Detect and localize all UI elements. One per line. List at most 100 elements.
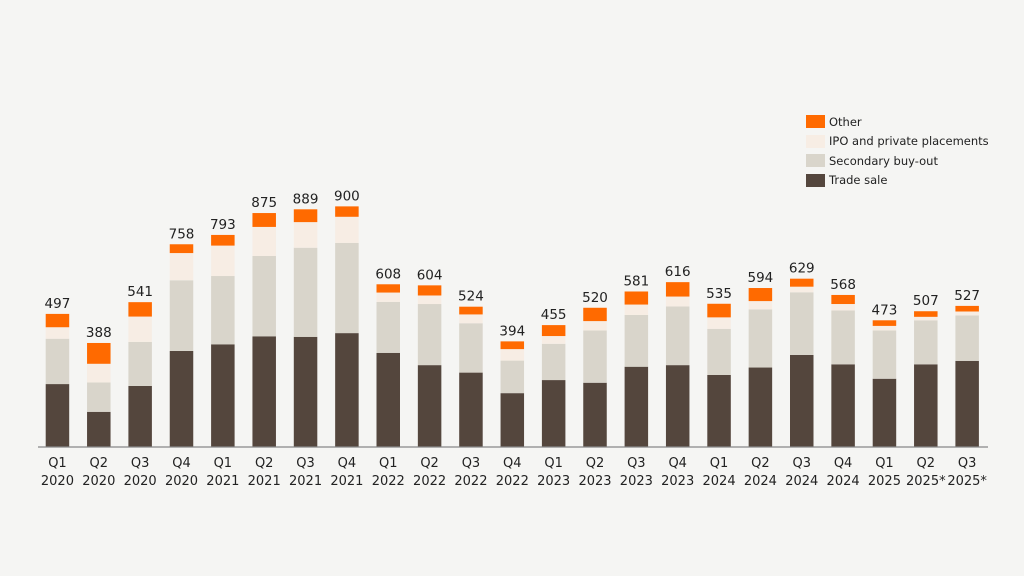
bar-segment-ipo-and-private-placements <box>624 304 649 315</box>
bar-segment-secondary-buy-out <box>459 323 483 373</box>
x-tick-label-quarter: Q4 <box>668 456 687 471</box>
data-label: 581 <box>623 273 649 289</box>
x-tick-label-year: 2021 <box>330 474 363 489</box>
bar-segment-other <box>417 285 442 296</box>
x-tick-label-year: 2022 <box>454 474 487 489</box>
bar-segment-trade-sale <box>459 372 483 447</box>
bar-segment-trade-sale <box>376 352 400 447</box>
bar-segment-secondary-buy-out <box>293 247 318 337</box>
bar-segment-trade-sale <box>128 385 152 447</box>
legend-label: Other <box>829 114 862 129</box>
bar-segment-ipo-and-private-placements <box>955 311 979 316</box>
bar-segment-secondary-buy-out <box>541 343 566 381</box>
x-tick-label-year: 2024 <box>744 474 777 489</box>
bar-segment-secondary-buy-out <box>790 292 814 355</box>
x-tick-label-year: 2025* <box>906 474 946 489</box>
bar-segment-ipo-and-private-placements <box>293 222 318 248</box>
x-tick-label-year: 2020 <box>41 474 74 489</box>
bar-segment-other <box>335 206 359 217</box>
bar-segment-secondary-buy-out <box>128 341 152 386</box>
data-label: 900 <box>334 188 360 204</box>
data-label: 793 <box>210 217 236 233</box>
bar-segment-other <box>872 320 897 326</box>
x-tick-label-year: 2023 <box>578 474 611 489</box>
x-tick-label-quarter: Q1 <box>710 456 729 471</box>
x-tick-label-year: 2023 <box>661 474 694 489</box>
bar-segment-other <box>87 342 111 364</box>
bar-segment-trade-sale <box>335 333 359 447</box>
x-tick-label-year: 2024 <box>827 474 860 489</box>
x-tick-label-year: 2020 <box>124 474 157 489</box>
x-tick-label-quarter: Q2 <box>420 456 439 471</box>
bar-segment-ipo-and-private-placements <box>459 314 483 324</box>
bar-segment-trade-sale <box>87 411 111 447</box>
x-tick-label-year: 2023 <box>620 474 653 489</box>
bar-segment-secondary-buy-out <box>831 310 855 365</box>
x-tick-label-quarter: Q4 <box>503 456 522 471</box>
bar-segment-secondary-buy-out <box>417 304 442 366</box>
bar-segment-secondary-buy-out <box>252 256 276 337</box>
bar-segment-ipo-and-private-placements <box>831 304 855 311</box>
legend-item-ipo: IPO and private placements <box>806 132 989 152</box>
x-tick-label-quarter: Q1 <box>214 456 233 471</box>
bar-segment-ipo-and-private-placements <box>541 336 566 344</box>
data-label: 388 <box>86 325 112 341</box>
x-tick-label-year: 2024 <box>703 474 736 489</box>
bar-segment-ipo-and-private-placements <box>335 216 359 243</box>
bar-segment-other <box>293 209 318 223</box>
data-label: 616 <box>665 264 691 280</box>
x-tick-label-year: 2023 <box>537 474 570 489</box>
data-label: 455 <box>541 307 567 323</box>
x-tick-label-quarter: Q3 <box>462 456 481 471</box>
bar-segment-other <box>748 288 773 302</box>
x-tick-label-quarter: Q3 <box>296 456 315 471</box>
bar-segment-other <box>459 306 483 315</box>
bar-segment-trade-sale <box>914 364 938 447</box>
data-label: 527 <box>954 288 980 304</box>
bar-segment-secondary-buy-out <box>624 314 649 367</box>
x-tick-label-quarter: Q1 <box>379 456 398 471</box>
data-label: 520 <box>582 290 608 306</box>
bar-segment-other <box>45 313 70 328</box>
bar-segment-ipo-and-private-placements <box>211 245 235 277</box>
x-tick-label-year: 2024 <box>785 474 818 489</box>
x-tick-label-year: 2025 <box>868 474 901 489</box>
bar-segment-ipo-and-private-placements <box>500 349 525 361</box>
data-label: 524 <box>458 289 484 305</box>
data-label: 604 <box>417 267 443 283</box>
bar-segment-secondary-buy-out <box>872 330 897 379</box>
legend-label: Trade sale <box>829 173 888 188</box>
x-tick-label-quarter: Q3 <box>792 456 811 471</box>
x-tick-label-quarter: Q2 <box>917 456 936 471</box>
bar-segment-secondary-buy-out <box>914 320 938 365</box>
x-tick-label-quarter: Q1 <box>875 456 894 471</box>
bar-segment-secondary-buy-out <box>583 330 607 383</box>
bar-segment-trade-sale <box>624 366 649 447</box>
bar-segment-ipo-and-private-placements <box>748 301 773 310</box>
bar-segment-other <box>955 305 979 312</box>
bar-segment-secondary-buy-out <box>45 338 70 385</box>
x-tick-label-quarter: Q4 <box>172 456 191 471</box>
x-tick-label-quarter: Q3 <box>131 456 150 471</box>
bar-segment-ipo-and-private-placements <box>252 226 276 257</box>
data-label: 608 <box>375 266 401 282</box>
bar-segment-trade-sale <box>790 354 814 447</box>
bar-segment-other <box>252 213 276 227</box>
bar-segment-secondary-buy-out <box>335 242 359 334</box>
bar-segment-other <box>624 291 649 305</box>
bar-segment-ipo-and-private-placements <box>376 292 400 302</box>
legend-item-trade: Trade sale <box>806 171 989 191</box>
x-tick-label-year: 2022 <box>413 474 446 489</box>
x-tick-label-quarter: Q2 <box>90 456 109 471</box>
bar-segment-other <box>211 234 235 246</box>
bar-segment-trade-sale <box>541 380 566 447</box>
bar-segment-other <box>376 284 400 293</box>
bar-segment-trade-sale <box>45 384 70 447</box>
x-tick-label-quarter: Q3 <box>958 456 977 471</box>
x-tick-label-quarter: Q4 <box>834 456 853 471</box>
bar-segment-other <box>790 278 814 287</box>
bar-segment-other <box>831 294 855 305</box>
data-label: 568 <box>830 277 856 293</box>
x-tick-label-year: 2021 <box>248 474 281 489</box>
